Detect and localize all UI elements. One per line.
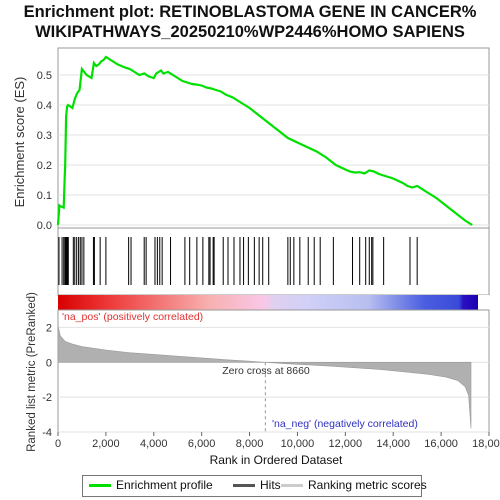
rank-color-bar [58,295,489,310]
chart-title-line1: Enrichment plot: RETINOBLASTOMA GENE IN … [23,3,477,21]
legend-label-enrichment: Enrichment profile [116,478,213,492]
es-y-tick-label: 0.0 [37,220,52,232]
legend-label-hits: Hits [260,478,281,492]
x-tick-label: 10,000 [281,438,315,450]
es-y-tick-label: 0.1 [37,190,52,202]
hits-panel-frame [57,227,490,296]
hits-panel [57,227,490,296]
x-axis-ticks: 0 2,000 4,000 6,000 8,000 10,000 12,000 14,000 1… [55,432,500,450]
ranking-metric-area [57,325,472,429]
hits-lines [58,237,418,285]
enrichment-profile-line [56,55,473,226]
x-tick-label: 0 [55,438,61,450]
es-y-tick-label: 0.2 [37,160,52,172]
es-grid [58,74,489,226]
legend-label-ranking: Ranking metric scores [308,478,427,492]
legend-item-enrichment-profile: Enrichment profile [89,478,213,492]
legend-item-ranking-metric: Ranking metric scores [281,478,427,492]
legend-item-hits: Hits [233,478,281,492]
legend-swatch-ranking [281,483,303,487]
x-tick-label: 12,000 [329,438,363,450]
x-tick-label: 6,000 [188,438,216,450]
legend-swatch-enrichment [89,483,111,487]
rank-y-tick-label: 0 [46,357,52,369]
x-tick-label: 14,000 [376,438,410,450]
x-tick-label: 4,000 [140,438,168,450]
es-panel: 0.0 0.1 0.2 0.3 0.4 0.5 [37,47,490,232]
chart-title-line2: WIKIPATHWAYS_20250210%WP2446%HOMO SAPIEN… [35,23,465,41]
es-y-tick-label: 0.5 [37,70,52,82]
rank-y-tick-label: -4 [42,427,52,439]
rank-y-tick-label: -2 [42,392,52,404]
es-y-tick-label: 0.4 [37,100,52,112]
es-panel-frame [57,47,490,229]
x-tick-label: 16,000 [424,438,458,450]
ranked-metric-panel: -4 -2 0 2 [42,309,490,439]
es-y-ticks: 0.0 0.1 0.2 0.3 0.4 0.5 [37,70,52,232]
es-y-tick-label: 0.3 [37,130,52,142]
rank-y-tick-label: 2 [46,322,52,334]
neg-correlated-label: 'na_neg' (negatively correlated) [272,418,418,430]
x-axis-label: Rank in Ordered Dataset [210,453,343,467]
x-tick-label: 18,000 [472,438,500,450]
legend-swatch-hits [233,483,255,487]
rank-y-ticks: -4 -2 0 2 [42,322,52,439]
rank-y-axis-label: Ranked list metric (PreRanked) [26,292,38,452]
es-y-axis-label: Enrichment score (ES) [12,77,27,208]
pos-correlated-label: 'na_pos' (positively correlated) [62,311,203,323]
x-tick-label: 2,000 [92,438,120,450]
zero-cross-label: Zero cross at 8660 [222,365,310,377]
x-tick-label: 8,000 [236,438,264,450]
chart-legend: Enrichment profile Hits Ranking metric s… [82,475,427,497]
